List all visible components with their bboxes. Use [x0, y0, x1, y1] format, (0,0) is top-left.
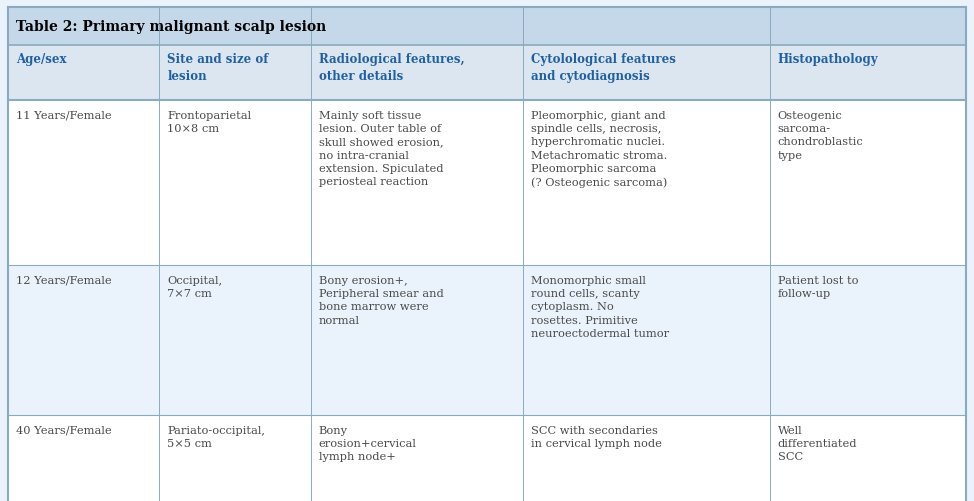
- Text: Osteogenic
sarcoma-
chondroblastic
type: Osteogenic sarcoma- chondroblastic type: [777, 111, 863, 160]
- Text: Cytolological features
and cytodiagnosis: Cytolological features and cytodiagnosis: [532, 53, 676, 83]
- Text: Occipital,
7×7 cm: Occipital, 7×7 cm: [168, 276, 222, 299]
- Text: Histopathology: Histopathology: [777, 53, 879, 66]
- Text: Bony erosion+,
Peripheral smear and
bone marrow were
normal: Bony erosion+, Peripheral smear and bone…: [318, 276, 443, 325]
- Text: SCC with secondaries
in cervical lymph node: SCC with secondaries in cervical lymph n…: [532, 425, 662, 448]
- Bar: [8, 101, 966, 266]
- Text: Pleomorphic, giant and
spindle cells, necrosis,
hyperchromatic nuclei.
Metachrom: Pleomorphic, giant and spindle cells, ne…: [532, 111, 668, 187]
- Text: Radiological features,
other details: Radiological features, other details: [318, 53, 465, 83]
- Text: Well
differentiated
SCC: Well differentiated SCC: [777, 425, 857, 461]
- Text: 40 Years/Female: 40 Years/Female: [16, 425, 112, 435]
- Text: Table 2: Primary malignant scalp lesion: Table 2: Primary malignant scalp lesion: [16, 20, 326, 34]
- Text: Patient lost to
follow-up: Patient lost to follow-up: [777, 276, 858, 299]
- Text: Frontoparietal
10×8 cm: Frontoparietal 10×8 cm: [168, 111, 251, 134]
- Text: Bony
erosion+cervical
lymph node+: Bony erosion+cervical lymph node+: [318, 425, 417, 461]
- Bar: [8, 266, 966, 415]
- Bar: [8, 415, 966, 501]
- Bar: [8, 46, 966, 101]
- Text: Mainly soft tissue
lesion. Outer table of
skull showed erosion,
no intra-cranial: Mainly soft tissue lesion. Outer table o…: [318, 111, 443, 187]
- Text: Age/sex: Age/sex: [16, 53, 66, 66]
- Text: 11 Years/Female: 11 Years/Female: [16, 111, 112, 121]
- Bar: [8, 8, 966, 46]
- Text: Site and size of
lesion: Site and size of lesion: [168, 53, 269, 83]
- Text: Pariato-occipital,
5×5 cm: Pariato-occipital, 5×5 cm: [168, 425, 265, 448]
- Text: 12 Years/Female: 12 Years/Female: [16, 276, 112, 286]
- Text: Monomorphic small
round cells, scanty
cytoplasm. No
rosettes. Primitive
neuroect: Monomorphic small round cells, scanty cy…: [532, 276, 669, 338]
